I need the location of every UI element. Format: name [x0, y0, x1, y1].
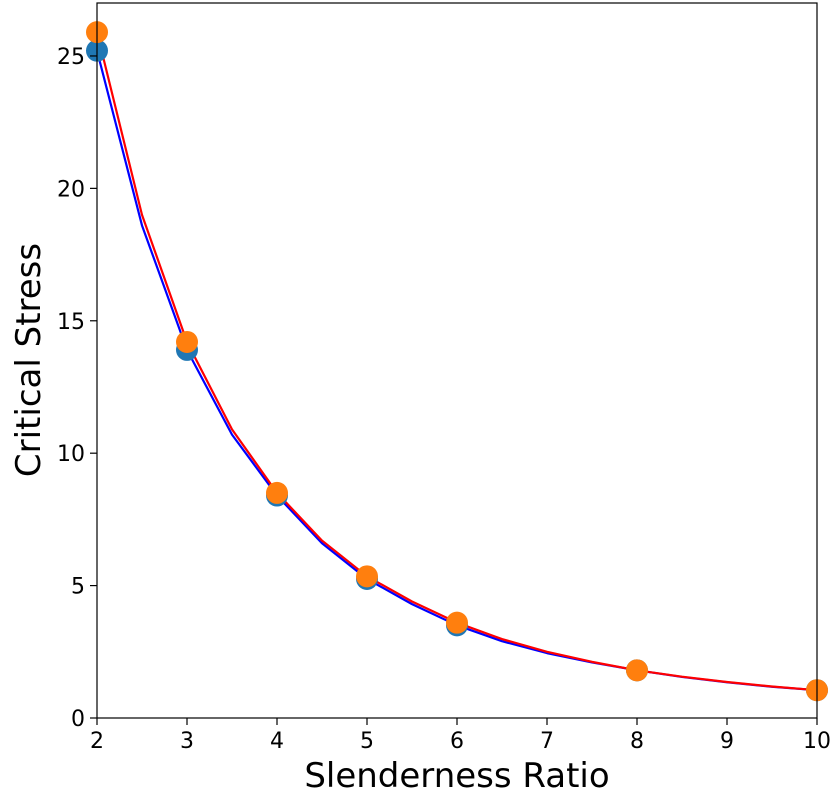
- data-point-1: [266, 481, 288, 504]
- data-point-1: [176, 330, 198, 353]
- x-tick-label: 7: [540, 729, 554, 754]
- y-tick-label: 15: [57, 310, 85, 335]
- x-tick-label: 5: [360, 729, 374, 754]
- data-point-1: [626, 659, 648, 682]
- x-tick-label: 2: [90, 729, 104, 754]
- y-axis-title: Critical Stress: [9, 243, 49, 477]
- x-tick-label: 10: [803, 729, 831, 754]
- y-axis: 0 5 10 15 20 25: [57, 45, 97, 732]
- y-tick-label: 25: [57, 45, 85, 70]
- data-point-1: [446, 611, 468, 634]
- plot-area: [97, 3, 817, 718]
- x-tick-label: 4: [270, 729, 284, 754]
- x-tick-label: 9: [720, 729, 734, 754]
- y-tick-label: 5: [71, 575, 85, 600]
- x-tick-label: 3: [180, 729, 194, 754]
- data-point-1: [356, 565, 378, 588]
- x-axis-title: Slenderness Ratio: [304, 756, 609, 794]
- y-tick-label: 10: [57, 442, 85, 467]
- x-tick-label: 8: [630, 729, 644, 754]
- y-tick-label: 0: [71, 707, 85, 732]
- x-axis: 2 3 4 5 6 7 8 9 10: [90, 718, 831, 754]
- y-tick-label: 20: [57, 177, 85, 202]
- x-tick-label: 6: [450, 729, 464, 754]
